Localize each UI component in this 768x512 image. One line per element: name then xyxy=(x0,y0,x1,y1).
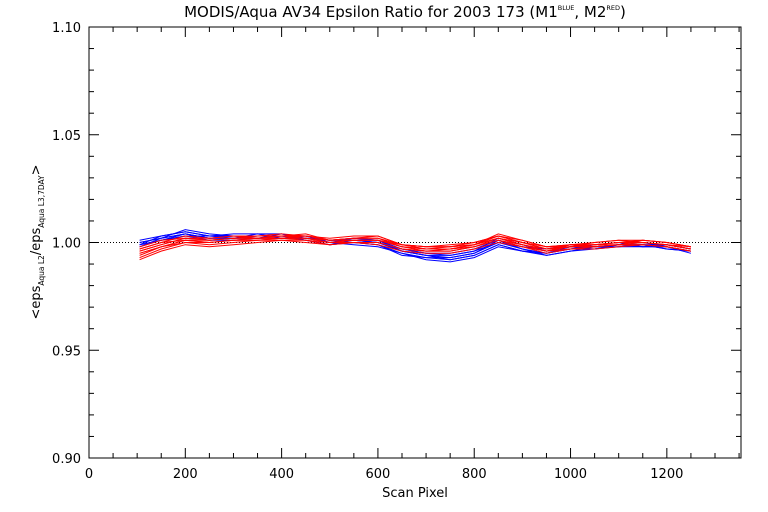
y-tick-label: 1.05 xyxy=(52,129,81,144)
chart-title: MODIS/Aqua AV34 Epsilon Ratio for 2003 1… xyxy=(184,3,626,21)
x-tick-label: 1000 xyxy=(554,467,587,482)
y-label-sub2: Aqua L3,7DAY xyxy=(37,175,46,228)
series-line-red-16 xyxy=(139,235,691,252)
y-tick-label: 0.95 xyxy=(52,344,81,359)
series-line-red-15 xyxy=(139,239,691,259)
x-tick-label: 0 xyxy=(85,467,93,482)
y-label-open: <eps xyxy=(29,285,44,319)
title-end: ) xyxy=(620,3,626,21)
title-sup-blue: BLUE xyxy=(558,4,575,12)
series-group xyxy=(139,229,692,263)
y-label-sub1: Aqua L2 xyxy=(37,255,46,286)
series-line-red-17 xyxy=(139,235,691,250)
y-label-close: > xyxy=(29,164,44,175)
y-tick-label: 0.90 xyxy=(52,452,81,467)
x-tick-label: 800 xyxy=(462,467,487,482)
y-tick-label: 1.00 xyxy=(52,237,81,252)
x-tick-label: 600 xyxy=(366,467,391,482)
x-axis-label: Scan Pixel xyxy=(382,486,448,501)
title-sup-red: RED xyxy=(606,4,620,12)
y-label-mid: /eps xyxy=(29,228,44,256)
y-axis-label: <epsAqua L2/epsAqua L3,7DAY> xyxy=(29,164,46,319)
x-tick-label: 400 xyxy=(269,467,294,482)
x-tick-label: 200 xyxy=(173,467,198,482)
title-main: MODIS/Aqua AV34 Epsilon Ratio for 2003 1… xyxy=(184,3,558,21)
y-tick-label: 1.10 xyxy=(52,21,81,36)
title-mid: , M2 xyxy=(574,3,606,21)
axes-group: 0 200 400 600 800 1000 1200 0.90 0.95 1.00 1.05 1.1… xyxy=(52,21,741,482)
x-tick-label: 1200 xyxy=(650,467,683,482)
series-line-red-18 xyxy=(139,237,691,254)
